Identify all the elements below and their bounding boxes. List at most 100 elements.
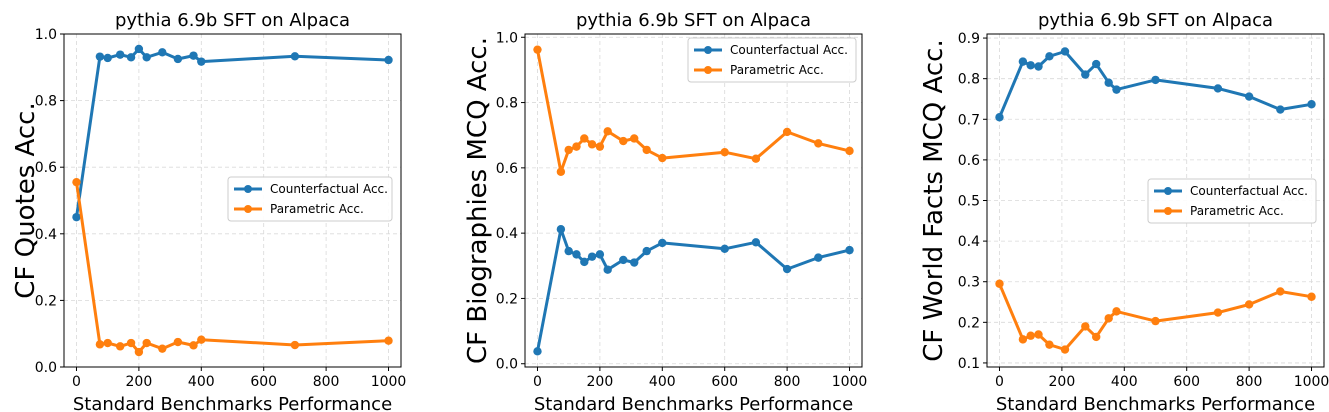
legend-marker	[244, 205, 252, 213]
x-tick-label: 400	[1111, 374, 1138, 390]
data-point	[1045, 52, 1054, 61]
data-point	[595, 250, 605, 259]
data-point	[603, 265, 612, 274]
y-tick-label: 0.1	[958, 356, 980, 372]
legend-label: Counterfactual Acc.	[1190, 184, 1308, 198]
data-point	[1307, 292, 1316, 301]
data-point	[158, 48, 167, 57]
y-tick-label: 0.0	[496, 357, 518, 373]
x-tick-label: 600	[711, 374, 738, 390]
y-tick-label: 0.4	[958, 234, 980, 250]
y-tick-label: 0.2	[496, 291, 518, 307]
data-point	[630, 258, 639, 267]
data-point	[290, 52, 300, 61]
data-point	[1034, 330, 1043, 339]
legend-marker	[704, 66, 712, 74]
data-point	[845, 245, 854, 255]
data-point	[564, 145, 573, 155]
chart-panel-1: 0 200 400 600 800 1000 0.0 0.2 0.4 0.6 0.8 1.0 pythi…	[11, 10, 406, 412]
data-point	[587, 252, 597, 261]
x-tick-label: 1000	[1294, 374, 1329, 390]
data-point	[782, 127, 792, 137]
data-point	[1045, 340, 1054, 349]
x-axis-label: Standard Benchmarks Performance	[534, 394, 853, 412]
x-axis-label: Standard Benchmarks Performance	[996, 394, 1315, 412]
x-tick-label: 600	[250, 374, 277, 390]
y-tick-label: 0.7	[958, 112, 980, 128]
x-tick-label: 0	[72, 374, 81, 390]
data-point	[642, 145, 651, 155]
data-point	[580, 257, 589, 267]
y-axis-label: CF Biographies MCQ Acc.	[463, 37, 493, 364]
data-point	[845, 146, 854, 156]
chart-panel-2: 0 200 400 600 800 1000 0.0 0.2 0.4 0.6 0.8 1.0 pythi…	[463, 10, 867, 412]
x-tick-label: 400	[188, 374, 215, 390]
data-point	[1104, 78, 1113, 87]
x-tick-label: 0	[533, 374, 542, 390]
legend-label: Counterfactual Acc.	[270, 182, 388, 196]
data-point	[1060, 345, 1070, 354]
data-point	[1276, 287, 1285, 296]
data-point	[1244, 92, 1254, 101]
data-point	[1112, 307, 1121, 316]
axes-frame	[63, 33, 402, 368]
x-tick-label: 800	[774, 374, 801, 390]
y-tick-label: 0.0	[35, 360, 57, 376]
y-tick-label: 0.8	[496, 96, 518, 112]
chart-title: pythia 6.9b SFT on Alpaca	[576, 10, 811, 31]
data-point	[564, 246, 573, 256]
data-point	[1081, 322, 1090, 331]
data-point	[533, 45, 542, 54]
data-point	[603, 127, 612, 136]
data-point	[1018, 57, 1028, 66]
data-point	[1213, 84, 1223, 93]
x-tick-label: 400	[649, 374, 676, 390]
data-point	[619, 136, 628, 146]
y-tick-label: 0.6	[496, 161, 518, 177]
data-point	[572, 250, 581, 259]
y-tick-label: 1.0	[496, 30, 518, 46]
data-point	[126, 53, 136, 62]
data-point	[1213, 308, 1223, 317]
legend-label: Counterfactual Acc.	[730, 43, 848, 57]
y-tick-label: 0.6	[35, 160, 57, 176]
x-tick-label: 1000	[832, 374, 868, 390]
x-tick-label: 200	[1049, 374, 1076, 390]
series-line	[998, 50, 1313, 119]
data-point	[1151, 316, 1160, 326]
y-tick-label: 0.9	[958, 31, 980, 47]
data-point	[720, 147, 729, 157]
data-point	[134, 44, 144, 54]
x-tick-label: 1000	[371, 374, 407, 390]
y-tick-label: 0.3	[958, 275, 980, 291]
data-point	[642, 246, 651, 256]
data-point	[189, 51, 198, 60]
data-point	[290, 340, 300, 350]
data-point	[630, 134, 639, 143]
axes-frame	[524, 33, 863, 368]
data-point	[72, 177, 81, 187]
y-tick-label: 0.5	[958, 194, 980, 210]
y-tick-label: 0.4	[496, 226, 518, 242]
data-point	[995, 279, 1004, 288]
data-point	[95, 52, 105, 61]
x-tick-label: 0	[995, 374, 1004, 390]
data-point	[1151, 75, 1160, 85]
series-line	[536, 227, 851, 353]
data-point	[1112, 85, 1121, 94]
data-point	[1244, 300, 1254, 309]
legend-box	[227, 176, 393, 222]
data-point	[995, 113, 1004, 122]
y-tick-label: 0.8	[35, 94, 57, 110]
data-point	[1026, 331, 1035, 340]
data-point	[1307, 100, 1316, 109]
data-point	[126, 338, 136, 348]
data-point	[1104, 314, 1113, 323]
y-tick-label: 0.4	[35, 227, 57, 243]
y-tick-label: 0.2	[35, 293, 57, 309]
data-point	[751, 238, 761, 247]
data-point	[142, 53, 151, 62]
legend-label: Parametric Acc.	[730, 63, 824, 77]
data-point	[173, 337, 183, 347]
chart-panel-3: 0 200 400 600 800 1000 0.1 0.2 0.3 0.4 0.5 0.6 0.7 0.…	[919, 10, 1329, 412]
